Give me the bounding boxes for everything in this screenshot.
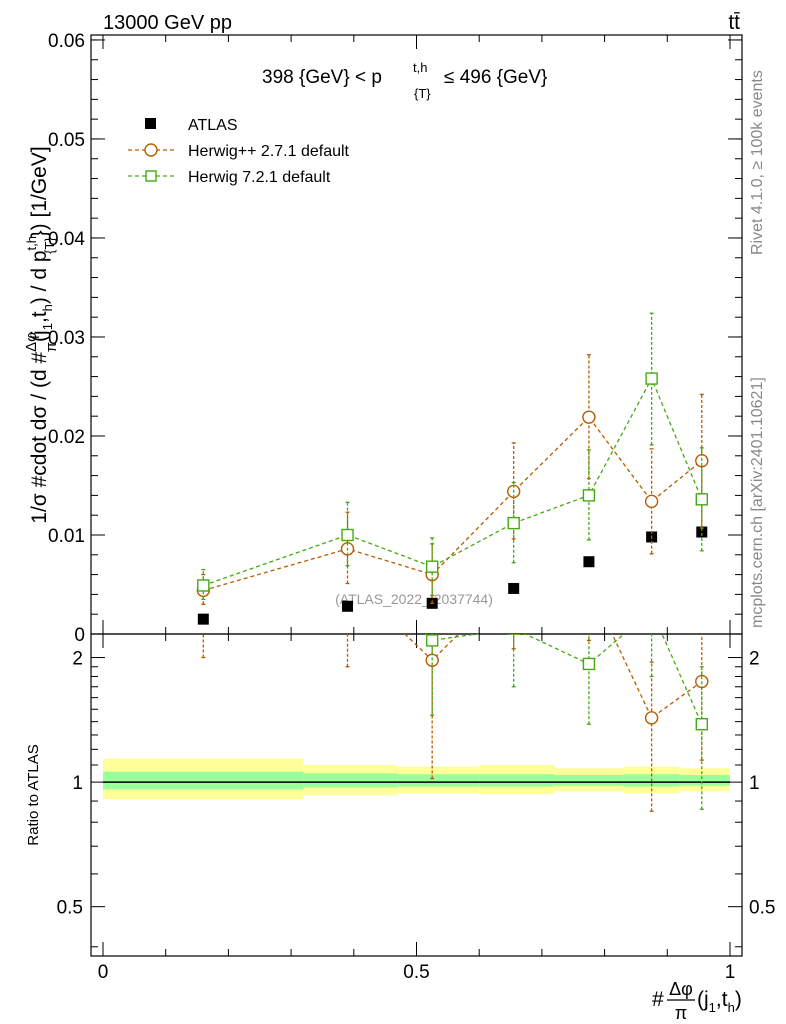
ylabel-part-a: 1/σ #cdot dσ / (d # [28,352,51,524]
herwig7-ratio-point-5 [646,605,657,616]
xlabel-b-sub: h [728,1000,735,1015]
xlabel-part-a: (j [697,988,709,1011]
title-sup: t,h [413,60,427,75]
energy-label: 13000 GeV pp [103,12,232,34]
ylabel-c-sub: h [40,304,55,311]
herwig7-ratio-point-4 [582,657,596,671]
legend-label-atlas: ATLAS [188,117,238,134]
ylabel-frac-num: Δφ [23,332,40,352]
xlabel-frac-num: Δφ [669,979,693,999]
title-end: ≤ 496 {GeV} [444,67,547,88]
band-inner-4 [554,775,624,786]
legend-label-herwigpp: Herwig++ 2.7.1 default [188,143,350,160]
x-tick-label-1: 0.5 [403,962,429,983]
ratio-uncertainty-bands [103,758,730,800]
legend-label-herwig7: Herwig 7.2.1 default [188,169,331,186]
legend-marker-atlas [145,118,156,129]
plot-title: 398 {GeV} < p t,h {T} ≤ 496 {GeV} [262,60,547,101]
ratio-tick-label-0: 0.5 [57,898,83,919]
ratio-tick-label-right-1: 1 [749,773,760,794]
ratio-tick-label-2: 2 [72,649,83,670]
axes: 0 0.01 0.02 0.03 0.04 0.05 0.06 0 0.5 1 0.5 0.5 1 1 2 2 [48,31,775,983]
svg-text:#: # [652,988,664,1011]
y-tick-label-6: 0.06 [48,31,85,52]
ratio-tick-label-right-0: 0.5 [749,898,775,919]
herwig7-ratio-point-2 [425,634,439,647]
y-tick-label-3: 0.03 [48,328,85,349]
atlas-point-6 [696,526,708,538]
band-inner-3 [479,774,555,787]
xlabel-part-c: ) [735,988,742,1011]
rivet-annotation: Rivet 4.1.0, ≥ 100k events [749,70,766,255]
herwigpp-line [203,416,703,592]
ratio-tick-label-1: 1 [72,773,83,794]
xlabel-part-b: ,t [716,988,728,1011]
herwigpp-ratio-point-5 [644,711,659,725]
y-tick-label-5: 0.05 [48,130,85,151]
y-tick-label-4: 0.04 [48,229,85,250]
herwig7-ratio-point-3 [507,634,520,635]
title-sub: {T} [414,86,431,101]
legend-marker-herwig7 [145,170,157,182]
legend: ATLAS Herwig++ 2.7.1 default Herwig 7.2.… [128,117,350,186]
y-axis-label: 1/σ #cdot dσ / (d #Δφ π(j1,th) / d pt,h {T… [23,146,60,523]
herwigpp-ratio-point-4 [583,579,595,591]
ratio-y-axis-label: Ratio to ATLAS [25,744,42,845]
herwigpp-point-5 [644,494,659,509]
y-tick-label-2: 0.02 [48,427,85,448]
x-axis-label: # Δφ π (j1,th) [652,979,742,1023]
x-tick-label-2: 1 [725,962,736,983]
herwigpp-point-4 [582,410,596,424]
xlabel-a-sub: 1 [709,1000,716,1015]
atlas-point-4 [583,556,595,568]
ylabel-b-sub: 1 [40,323,55,330]
ylabel-part-e: }) [1/GeV] [28,146,51,237]
atlas-point-3 [508,582,520,594]
herwig7-point-1 [341,528,354,542]
herwig7-point-5 [645,372,658,385]
herwig7-point-2 [425,560,439,573]
herwig7-point-3 [507,516,520,530]
ylabel-d-sub: {T} [42,237,57,254]
main-series [196,312,709,625]
band-inner-1 [303,773,398,788]
ylabel-part-d: ) / d p [28,250,51,304]
x-tick-label-0: 0 [98,962,109,983]
ratio-tick-label-right-2: 2 [749,649,760,670]
xlabel-frac-den: π [675,1003,687,1023]
title-main: 398 {GeV} < p [262,67,382,88]
band-inner-6 [679,775,730,786]
ylabel-part-b: (j [28,330,51,342]
ylabel-d-sup: t,h [24,236,39,250]
svg-text:1/σ #cdot dσ / (d #Δφπ(j1,th): 1/σ #cdot dσ / (d #Δφ π(j1,th) / d pt,h {T… [23,146,60,523]
legend-marker-herwigpp [144,143,158,157]
mcplots-annotation: mcplots.cern.ch [arXiv:2401.10621] [749,377,766,628]
herwig7-ratio-point-6 [695,718,708,731]
herwig7-point-4 [582,489,596,502]
ylabel-part-c: ,t [28,311,51,323]
svg-text:398 {GeV} < p: 398 {GeV} < p [262,67,382,88]
process-label: tt̄ [728,11,740,34]
herwig7-point-6 [695,493,708,506]
band-inner-2 [397,774,480,787]
analysis-watermark: (ATLAS_2022_I2037744) [335,591,493,607]
herwig7-point-0 [197,579,210,592]
band-inner-0 [103,771,304,790]
svg-text:(j1,th): (j1,th) [697,988,742,1015]
y-tick-label-0: 0 [74,625,85,646]
y-tick-label-1: 0.01 [48,526,85,547]
ylabel-frac-den: π [43,342,60,352]
atlas-point-0 [197,613,209,625]
ratio-series [201,579,709,812]
atlas-point-1 [342,600,354,612]
xlabel-prefix: # [652,988,664,1011]
